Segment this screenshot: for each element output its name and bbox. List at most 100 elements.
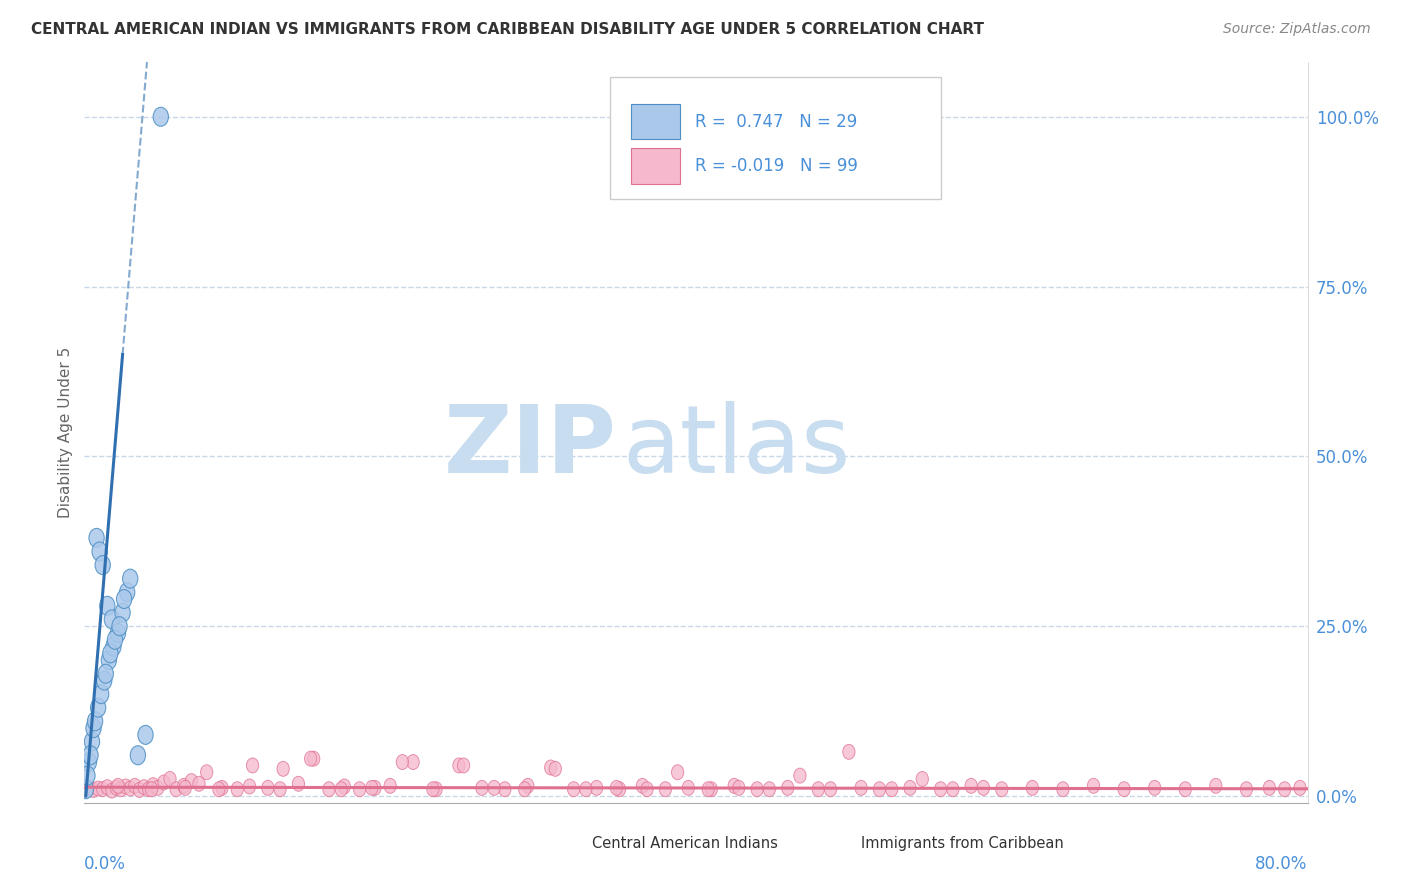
Ellipse shape <box>112 779 124 793</box>
Ellipse shape <box>84 732 100 751</box>
Text: R =  0.747   N = 29: R = 0.747 N = 29 <box>695 112 858 130</box>
Ellipse shape <box>292 776 305 791</box>
Ellipse shape <box>120 582 135 602</box>
Ellipse shape <box>152 780 165 796</box>
Ellipse shape <box>335 781 347 797</box>
Ellipse shape <box>353 781 366 797</box>
Text: Central American Indians: Central American Indians <box>592 836 778 851</box>
Ellipse shape <box>86 719 101 738</box>
Ellipse shape <box>170 781 183 797</box>
Ellipse shape <box>101 780 114 795</box>
Ellipse shape <box>305 751 316 766</box>
Ellipse shape <box>873 781 886 797</box>
Ellipse shape <box>1240 781 1253 797</box>
FancyBboxPatch shape <box>631 103 681 139</box>
FancyBboxPatch shape <box>631 148 681 184</box>
Ellipse shape <box>453 758 465 772</box>
Ellipse shape <box>1149 780 1161 796</box>
Ellipse shape <box>368 780 381 796</box>
Ellipse shape <box>842 745 855 759</box>
FancyBboxPatch shape <box>610 78 941 200</box>
Ellipse shape <box>579 781 592 797</box>
Ellipse shape <box>995 781 1008 797</box>
Ellipse shape <box>813 781 824 797</box>
Ellipse shape <box>427 781 439 797</box>
Ellipse shape <box>142 781 155 797</box>
Ellipse shape <box>103 644 118 663</box>
Ellipse shape <box>965 779 977 793</box>
Ellipse shape <box>499 781 510 797</box>
FancyBboxPatch shape <box>550 832 579 855</box>
Text: Source: ZipAtlas.com: Source: ZipAtlas.com <box>1223 22 1371 37</box>
Ellipse shape <box>782 780 794 796</box>
Ellipse shape <box>83 746 98 764</box>
Ellipse shape <box>659 781 672 797</box>
Ellipse shape <box>733 780 745 796</box>
Text: atlas: atlas <box>623 401 851 493</box>
Ellipse shape <box>91 542 107 561</box>
Ellipse shape <box>1118 781 1130 797</box>
Ellipse shape <box>1278 781 1291 797</box>
Ellipse shape <box>101 650 117 670</box>
Ellipse shape <box>904 780 917 796</box>
Ellipse shape <box>1026 780 1039 796</box>
Ellipse shape <box>277 762 290 776</box>
Ellipse shape <box>641 781 654 797</box>
Ellipse shape <box>157 775 170 790</box>
Ellipse shape <box>396 755 409 770</box>
Ellipse shape <box>1057 781 1069 797</box>
Text: 80.0%: 80.0% <box>1256 855 1308 872</box>
Ellipse shape <box>115 603 131 622</box>
Ellipse shape <box>153 107 169 127</box>
Ellipse shape <box>212 781 225 797</box>
Ellipse shape <box>366 780 378 796</box>
Text: R = -0.019   N = 99: R = -0.019 N = 99 <box>695 157 858 175</box>
Ellipse shape <box>134 782 146 797</box>
Ellipse shape <box>120 779 132 794</box>
Ellipse shape <box>104 610 120 629</box>
Ellipse shape <box>107 631 122 649</box>
Ellipse shape <box>702 781 714 797</box>
Ellipse shape <box>1180 781 1191 797</box>
Ellipse shape <box>488 780 501 796</box>
Ellipse shape <box>522 779 534 793</box>
Ellipse shape <box>105 637 121 657</box>
Ellipse shape <box>751 781 763 797</box>
Ellipse shape <box>87 712 103 731</box>
Ellipse shape <box>682 780 695 796</box>
Ellipse shape <box>97 671 112 690</box>
Ellipse shape <box>122 569 138 588</box>
Ellipse shape <box>97 781 108 797</box>
Ellipse shape <box>146 781 157 797</box>
Ellipse shape <box>262 780 274 796</box>
Ellipse shape <box>124 781 136 796</box>
Ellipse shape <box>112 616 127 636</box>
Ellipse shape <box>89 528 104 548</box>
Ellipse shape <box>886 781 898 797</box>
Ellipse shape <box>83 780 96 796</box>
Text: Immigrants from Caribbean: Immigrants from Caribbean <box>860 836 1064 851</box>
Ellipse shape <box>591 780 603 796</box>
Ellipse shape <box>246 758 259 772</box>
Ellipse shape <box>519 781 531 797</box>
Ellipse shape <box>177 779 190 793</box>
Ellipse shape <box>94 685 108 704</box>
Ellipse shape <box>1294 780 1306 796</box>
Ellipse shape <box>763 781 776 797</box>
Ellipse shape <box>430 781 441 797</box>
Ellipse shape <box>339 779 350 794</box>
Ellipse shape <box>935 781 946 797</box>
Ellipse shape <box>544 760 557 775</box>
Ellipse shape <box>193 776 205 791</box>
Ellipse shape <box>131 746 146 764</box>
Y-axis label: Disability Age Under 5: Disability Age Under 5 <box>58 347 73 518</box>
Ellipse shape <box>610 780 623 796</box>
Ellipse shape <box>568 781 579 797</box>
Ellipse shape <box>1263 780 1275 796</box>
Ellipse shape <box>550 762 561 776</box>
Ellipse shape <box>129 779 141 793</box>
Ellipse shape <box>179 780 191 796</box>
Ellipse shape <box>384 779 396 793</box>
Ellipse shape <box>977 780 990 796</box>
Ellipse shape <box>231 781 243 797</box>
